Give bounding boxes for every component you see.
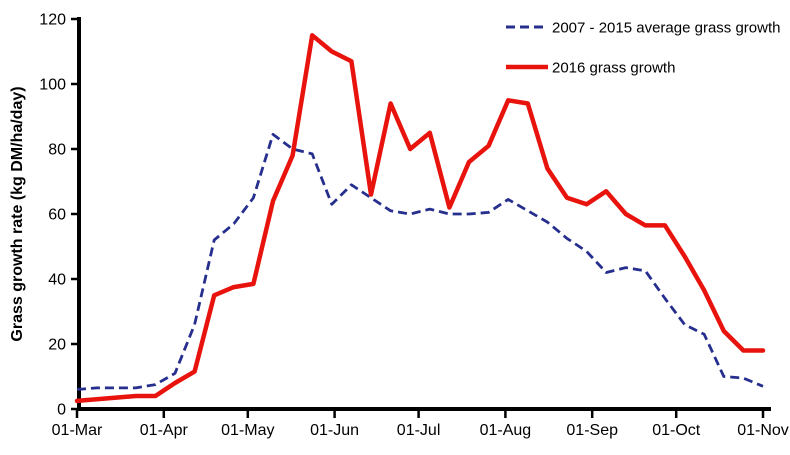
series-line-average	[76, 132, 764, 391]
axis-ticks	[71, 17, 765, 418]
y-tick-label-120: 120	[39, 12, 66, 29]
legend-label-average: 2007 - 2015 average grass growth	[552, 20, 780, 37]
y-tick-label-80: 80	[48, 142, 66, 159]
x-tick-label-01-Jun: 01-Jun	[310, 422, 359, 439]
x-tick-label-01-May: 01-May	[221, 422, 274, 439]
series-lines	[74, 33, 766, 404]
y-tick-label-60: 60	[48, 207, 66, 224]
y-tick-label-0: 0	[57, 402, 66, 419]
x-tick-label-01-Apr: 01-Apr	[140, 422, 189, 439]
y-tick-label-40: 40	[48, 272, 66, 289]
legend: 2007 - 2015 average grass growth 2016 gr…	[506, 20, 780, 77]
x-tick-label-01-Oct: 01-Oct	[652, 422, 701, 439]
x-tick-label-01-Mar: 01-Mar	[52, 422, 103, 439]
axis-tick-labels: 0 20 40 60 80 100 120 01-Mar 01-Apr 01-May 01-Jun 0…	[39, 12, 788, 440]
x-tick-label-01-Nov: 01-Nov	[737, 422, 789, 439]
series-line-2016	[74, 33, 766, 404]
x-tick-label-01-Aug: 01-Aug	[480, 422, 532, 439]
y-tick-label-100: 100	[39, 77, 66, 94]
x-tick-label-01-Jul: 01-Jul	[397, 422, 441, 439]
y-tick-label-20: 20	[48, 337, 66, 354]
legend-label-2016: 2016 grass growth	[552, 60, 675, 77]
y-axis-title: Grass growth rate (kg DM/ha/day)	[9, 86, 26, 341]
x-tick-label-01-Sep: 01-Sep	[566, 422, 618, 439]
